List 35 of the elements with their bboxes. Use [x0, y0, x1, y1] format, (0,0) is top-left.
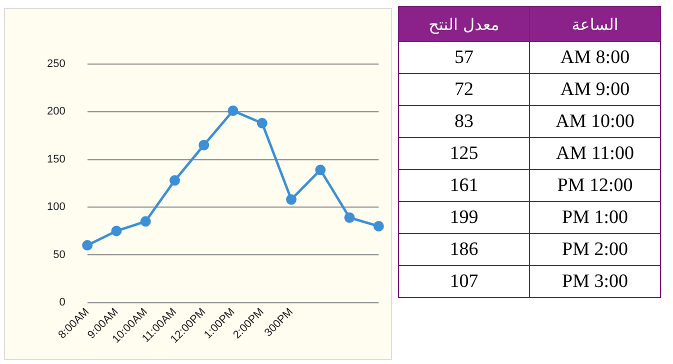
- category-label: PM 12:00: [530, 170, 660, 202]
- category-label: AM 8:00: [530, 42, 660, 74]
- point: [373, 220, 384, 232]
- point: [256, 118, 268, 128]
- data-label: 161: [398, 170, 530, 202]
- text: معدل النتح: [398, 6, 530, 42]
- category-label: AM 10:00: [530, 106, 660, 138]
- category-label: PM 3:00: [530, 266, 660, 298]
- data-label: 72: [398, 74, 530, 106]
- data-label: 57: [398, 42, 530, 74]
- y-tick-label: 200: [46, 106, 66, 118]
- data-label: 107: [398, 266, 530, 298]
- data-label: 125: [398, 138, 530, 170]
- point: [344, 212, 355, 223]
- point: [198, 140, 210, 150]
- point: [169, 175, 180, 186]
- point: [228, 106, 238, 116]
- data-label: 199: [398, 202, 530, 234]
- y-tick-label: 0: [59, 296, 66, 309]
- y-tick-label: 50: [53, 248, 66, 261]
- data-label: 83: [398, 106, 530, 138]
- category-label: PM 2:00: [530, 234, 660, 266]
- text: الساعة: [530, 6, 660, 42]
- data-label: 186: [398, 234, 530, 266]
- category-label: PM 1:00: [530, 202, 660, 234]
- category-label: AM 9:00: [530, 74, 660, 106]
- y-tick-label: 150: [46, 153, 66, 166]
- point: [315, 164, 326, 176]
- y-tick-label: 100: [46, 201, 66, 214]
- point: [286, 194, 297, 205]
- y-tick-label: 250: [46, 58, 66, 70]
- point: [111, 226, 122, 236]
- point: [82, 240, 93, 251]
- category-label: AM 11:00: [530, 138, 660, 170]
- point: [140, 216, 151, 227]
